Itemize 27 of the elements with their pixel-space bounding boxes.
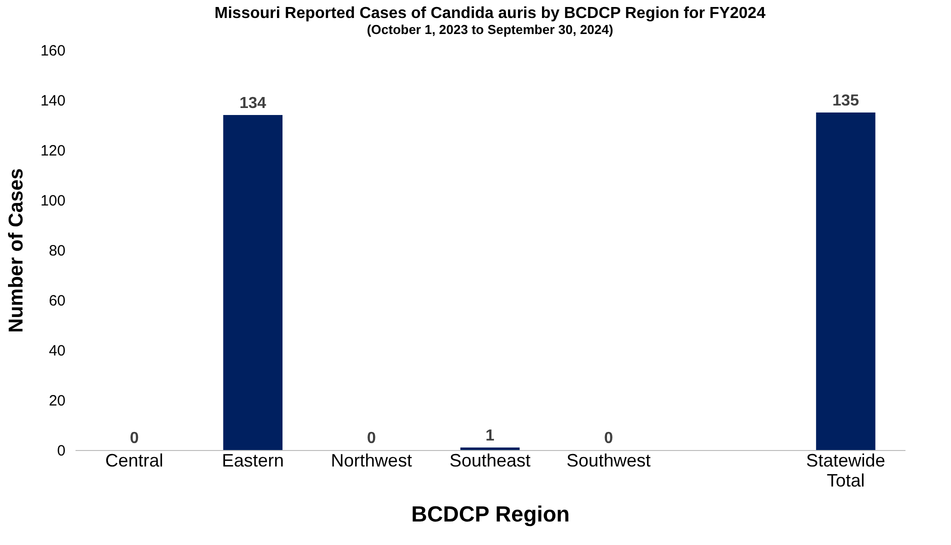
y-tick-label: 60 <box>48 292 66 310</box>
x-tick-label: Eastern <box>222 450 284 470</box>
y-axis-title: Number of Cases <box>5 168 28 333</box>
bar <box>816 112 876 450</box>
data-label: 134 <box>240 95 266 112</box>
x-tick-label: Southeast <box>449 450 531 470</box>
data-label: 135 <box>832 92 860 110</box>
y-tick-label: 20 <box>48 392 66 410</box>
y-tick-label: 0 <box>57 442 66 460</box>
data-label: 0 <box>604 430 614 447</box>
y-tick-label: 120 <box>40 142 66 160</box>
x-tick-label: Statewide Total <box>806 450 886 490</box>
y-tick-label: 160 <box>40 42 66 60</box>
data-label: 1 <box>486 428 495 444</box>
chart-subtitle: (October 1, 2023 to September 30, 2024) <box>366 22 614 37</box>
y-tick-label: 140 <box>40 92 66 110</box>
x-axis-title: BCDCP Region <box>411 502 570 526</box>
data-label: 0 <box>366 430 376 447</box>
y-tick-label: 40 <box>48 342 66 360</box>
y-tick-label: 80 <box>48 242 66 260</box>
chart-title: Missouri Reported Cases of Candida auris by BCDCP Region for FY2024 <box>214 5 766 22</box>
x-tick-label: Southwest <box>566 450 651 470</box>
x-tick-label: Central <box>105 450 164 470</box>
y-tick-label: 100 <box>40 192 66 210</box>
data-label: 0 <box>130 430 139 447</box>
x-tick-label: Northwest <box>330 450 412 470</box>
bar <box>223 115 282 450</box>
